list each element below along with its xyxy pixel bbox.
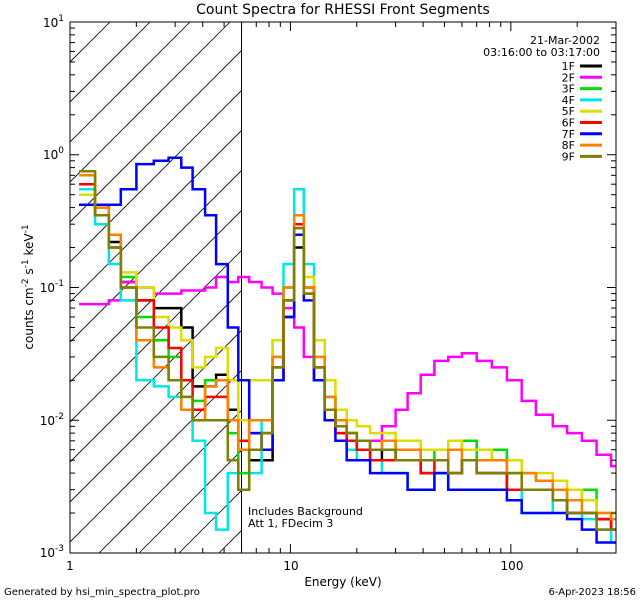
x-tick-label-100: 100: [501, 559, 524, 573]
legend-label-9f: 9F: [562, 150, 575, 163]
series-line-5f: [79, 193, 616, 515]
x-tick-label-10: 10: [283, 559, 298, 573]
annotation-background: Includes Background: [248, 505, 363, 518]
y-tick-label-1e-2: 10-2: [40, 412, 64, 428]
legend-label-3f: 3F: [562, 83, 575, 96]
series-line-7f: [79, 156, 616, 544]
legend-label-4f: 4F: [562, 94, 575, 107]
y-tick-labels: 10-3 10-2 10-1 100 101: [40, 14, 65, 560]
footer-generated-by: Generated by hsi_min_spectra_plot.pro: [4, 587, 200, 598]
x-tick-label-1: 1: [66, 559, 74, 573]
series-line-9f: [79, 170, 616, 531]
series-line-8f: [79, 174, 616, 521]
y-tick-label-1e1: 101: [43, 14, 64, 30]
series-line-2f: [79, 275, 616, 468]
y-tick-label-1e0: 100: [43, 146, 64, 162]
x-axis-label: Energy (keV): [304, 575, 381, 589]
date-label: 21-Mar-2002: [530, 34, 600, 47]
annotation-attenuator: Att 1, FDecim 3: [248, 517, 333, 530]
series-line-3f: [79, 182, 616, 515]
legend-label-7f: 7F: [562, 128, 575, 141]
y-tick-label-1e-3: 10-3: [40, 544, 64, 560]
time-range-label: 03:16:00 to 03:17:00: [483, 46, 600, 59]
axis-ticks: [69, 21, 617, 554]
y-axis-label: counts cm-2 s-1 keV-1: [21, 224, 36, 349]
legend-label-8f: 8F: [562, 139, 575, 152]
chart-title: Count Spectra for RHESSI Front Segments: [196, 2, 490, 18]
legend-label-1f: 1F: [562, 60, 575, 73]
legend-label-5f: 5F: [562, 105, 575, 118]
legend-label-2f: 2F: [562, 71, 575, 84]
y-tick-label-1e-1: 10-1: [40, 279, 64, 295]
footer-timestamp: 6-Apr-2023 18:56: [549, 587, 636, 598]
series-lines: [79, 156, 616, 544]
legend-label-6f: 6F: [562, 117, 575, 130]
